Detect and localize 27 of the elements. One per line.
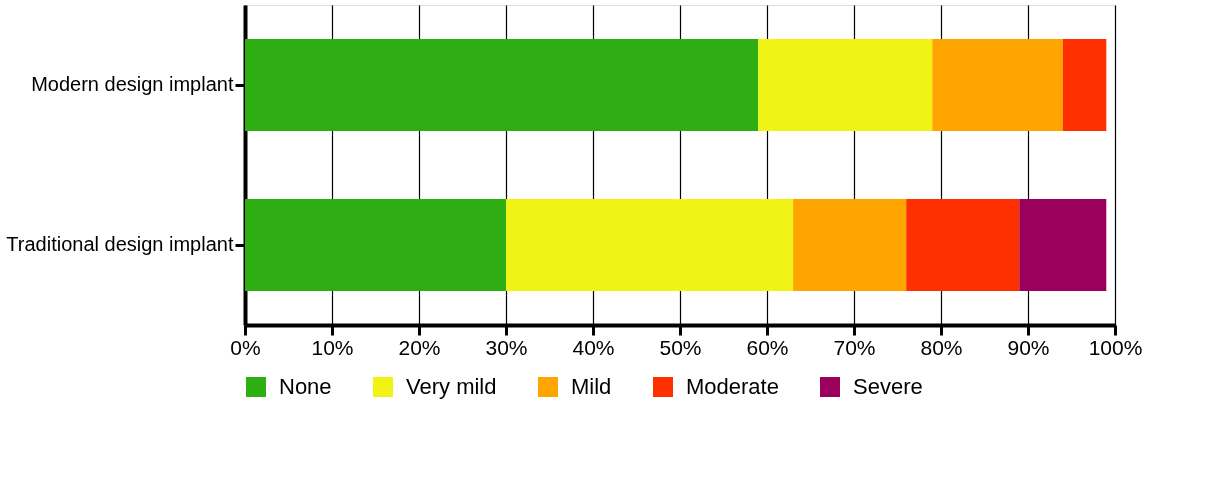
y-tick-label: Traditional design implant — [6, 233, 234, 255]
x-tick-label: 100% — [1088, 335, 1143, 359]
legend-label: Severe — [853, 374, 923, 399]
bar — [1062, 39, 1107, 131]
x-tick-label: 0% — [230, 335, 261, 359]
bar — [245, 39, 759, 131]
y-tick-label: Modern design implant — [31, 73, 234, 95]
x-tick-label: 90% — [1007, 335, 1050, 359]
x-tick-label: 60% — [746, 335, 789, 359]
x-tick-label: 70% — [833, 335, 876, 359]
bar — [906, 199, 1020, 291]
legend-label: Mild — [571, 374, 612, 399]
x-tick-label: 80% — [920, 335, 963, 359]
x-tick-label: 40% — [572, 335, 615, 359]
x-tick-label: 30% — [485, 335, 528, 359]
x-tick-label: 20% — [398, 335, 441, 359]
bar — [1019, 199, 1107, 291]
bar — [793, 199, 907, 291]
bar — [245, 199, 506, 291]
legend-label: Very mild — [406, 374, 497, 399]
bar — [758, 39, 933, 131]
x-tick-label: 50% — [659, 335, 702, 359]
legend-label: Moderate — [686, 374, 779, 399]
bar — [506, 199, 794, 291]
x-tick-label: 10% — [311, 335, 354, 359]
bar — [932, 39, 1063, 131]
legend-label: None — [279, 374, 332, 399]
